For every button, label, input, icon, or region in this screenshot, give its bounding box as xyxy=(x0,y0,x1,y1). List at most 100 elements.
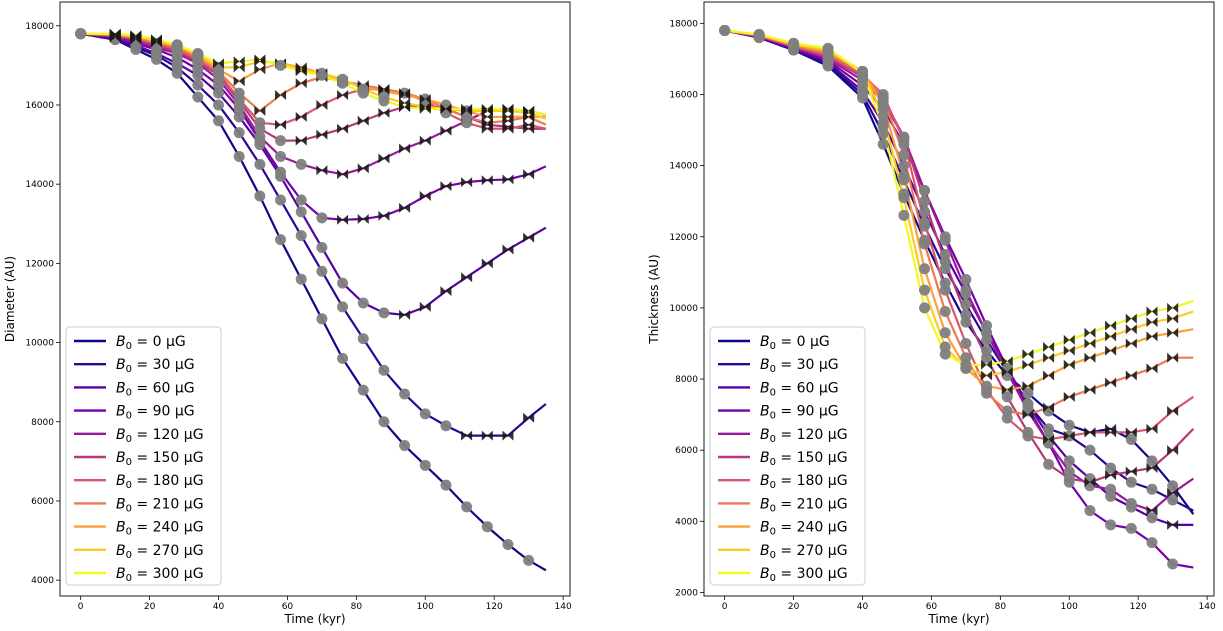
marker-circle-s4-p10 xyxy=(981,327,993,339)
marker-bowtie-s9-p17 xyxy=(1125,324,1137,335)
legend-value: = 120 µG xyxy=(132,427,204,443)
marker-bowtie-s6-p11 xyxy=(316,99,328,110)
marker-bowtie-s10-p15 xyxy=(1084,327,1096,338)
legend-subscript: 0 xyxy=(770,480,776,491)
marker-circle-s6-p8 xyxy=(939,284,951,296)
marker-circle-s10-p5 xyxy=(192,47,204,59)
y-tick-label-4: 12000 xyxy=(25,259,54,269)
marker-circle-s2-p14 xyxy=(1063,455,1075,467)
x-tick-label-2: 40 xyxy=(857,602,869,612)
marker-bowtie-s10-p8 xyxy=(254,54,266,65)
marker-bowtie-s7-p8 xyxy=(254,105,266,116)
marker-bowtie-s5-p16 xyxy=(1105,470,1117,481)
plot-area xyxy=(75,28,547,572)
marker-bowtie-s9-p19 xyxy=(1167,313,1179,324)
marker-circle-s5-p7 xyxy=(919,195,931,207)
marker-circle-s5-p8 xyxy=(939,256,951,268)
marker-bowtie-s6-p10 xyxy=(295,111,307,122)
marker-bowtie-s10-p21 xyxy=(523,105,535,116)
marker-circle-s10-p4 xyxy=(857,67,869,79)
legend-label-10: B0 = 300 µG xyxy=(116,566,204,584)
marker-bowtie-s7-p16 xyxy=(1105,377,1117,388)
marker-circle-s1-p16 xyxy=(419,408,431,420)
marker-circle-s0-p12 xyxy=(1022,387,1034,399)
marker-circle-s6-p12 xyxy=(1022,430,1034,442)
marker-circle-s5-p9 xyxy=(275,135,287,147)
marker-circle-s0-p21 xyxy=(523,554,535,566)
marker-bowtie-s5-p11 xyxy=(316,129,328,140)
marker-circle-s9-p5 xyxy=(877,110,889,122)
legend-label-9: B0 = 270 µG xyxy=(116,543,204,561)
legend-subscript: 0 xyxy=(126,503,132,514)
marker-bowtie-s10-p16 xyxy=(419,103,431,114)
y-tick-label-5: 14000 xyxy=(25,180,54,190)
marker-circle-s3-p9 xyxy=(960,273,972,285)
marker-bowtie-s3-p20 xyxy=(502,174,514,185)
legend-symbol: B xyxy=(760,334,770,350)
marker-bowtie-s5-p17 xyxy=(1125,466,1137,477)
marker-bowtie-s8-p11 xyxy=(1001,384,1013,395)
legend-value: = 150 µG xyxy=(132,450,204,466)
marker-circle-s9-p7 xyxy=(919,284,931,296)
legend-subscript: 0 xyxy=(770,387,776,398)
marker-circle-s3-p18 xyxy=(1146,537,1158,549)
marker-bowtie-s4-p18 xyxy=(1146,505,1158,516)
marker-circle-s1-p17 xyxy=(1125,476,1137,488)
legend-symbol: B xyxy=(760,380,770,396)
marker-circle-s4-p7 xyxy=(919,185,931,197)
marker-circle-s4-p10 xyxy=(295,158,307,170)
marker-circle-s10-p6 xyxy=(898,209,910,221)
marker-circle-s8-p8 xyxy=(939,327,951,339)
marker-circle-s2-p10 xyxy=(295,206,307,218)
legend-subscript: 0 xyxy=(770,364,776,375)
marker-circle-s0-p18 xyxy=(1146,455,1158,467)
marker-circle-s1-p7 xyxy=(233,127,245,139)
marker-bowtie-s3-p18 xyxy=(461,177,473,188)
marker-bowtie-s10-p20 xyxy=(502,103,514,114)
marker-circle-s2-p7 xyxy=(233,111,245,123)
marker-bowtie-s3-p14 xyxy=(378,210,390,221)
marker-circle-s2-p12 xyxy=(337,277,349,289)
marker-circle-s8-p5 xyxy=(877,99,889,111)
marker-circle-s0-p12 xyxy=(337,352,349,364)
marker-circle-s0-p14 xyxy=(1063,419,1075,431)
marker-bowtie-s10-p19 xyxy=(1167,302,1179,313)
legend-label-4: B0 = 120 µG xyxy=(760,427,848,445)
marker-circle-s1-p19 xyxy=(1167,494,1179,506)
marker-circle-s0-p17 xyxy=(1125,434,1137,445)
marker-bowtie-s8-p20 xyxy=(502,111,514,122)
marker-circle-s2-p6 xyxy=(213,87,225,99)
marker-circle-s1-p11 xyxy=(316,265,328,277)
marker-circle-s10-p8 xyxy=(939,348,951,360)
y-tick-label-8: 18000 xyxy=(669,19,698,29)
y-axis-label: Thickness (AU) xyxy=(647,254,661,344)
marker-circle-s1-p14 xyxy=(378,364,390,376)
legend-label-8: B0 = 240 µG xyxy=(116,520,204,538)
legend-symbol: B xyxy=(760,450,770,466)
marker-circle-s1-p18 xyxy=(1146,483,1158,495)
marker-bowtie-s2-p21 xyxy=(523,232,535,243)
legend-symbol: B xyxy=(760,543,770,559)
marker-circle-s2-p7 xyxy=(919,206,931,218)
legend-label-10: B0 = 300 µG xyxy=(760,566,848,584)
marker-bowtie-s10-p16 xyxy=(1105,320,1117,331)
legend-label-3: B0 = 90 µG xyxy=(760,404,839,422)
legend-box xyxy=(709,326,866,586)
legend-symbol: B xyxy=(116,427,126,443)
legend-value: = 210 µG xyxy=(132,496,204,512)
marker-bowtie-s5-p18 xyxy=(1146,462,1158,473)
marker-bowtie-s1-p21 xyxy=(523,412,535,423)
marker-circle-s10-p13 xyxy=(357,87,369,99)
marker-bowtie-s1-p18 xyxy=(461,430,473,441)
diameter-chart: 0 20 40 60 80 100 120 140 4000 6000 8000 10000 12000… xyxy=(3,1,572,626)
marker-bowtie-s10-p10 xyxy=(981,359,993,370)
x-tick-label-5: 100 xyxy=(1061,602,1078,612)
marker-bowtie-s6-p14 xyxy=(1063,430,1075,441)
marker-bowtie-s10-p14 xyxy=(1063,334,1075,345)
marker-bowtie-s6-p18 xyxy=(1146,423,1158,434)
marker-bowtie-s8-p16 xyxy=(419,94,431,105)
legend-box xyxy=(65,326,222,586)
marker-circle-s10-p12 xyxy=(337,77,349,89)
marker-circle-s4-p8 xyxy=(939,234,951,246)
marker-bowtie-s5-p13 xyxy=(357,115,369,126)
